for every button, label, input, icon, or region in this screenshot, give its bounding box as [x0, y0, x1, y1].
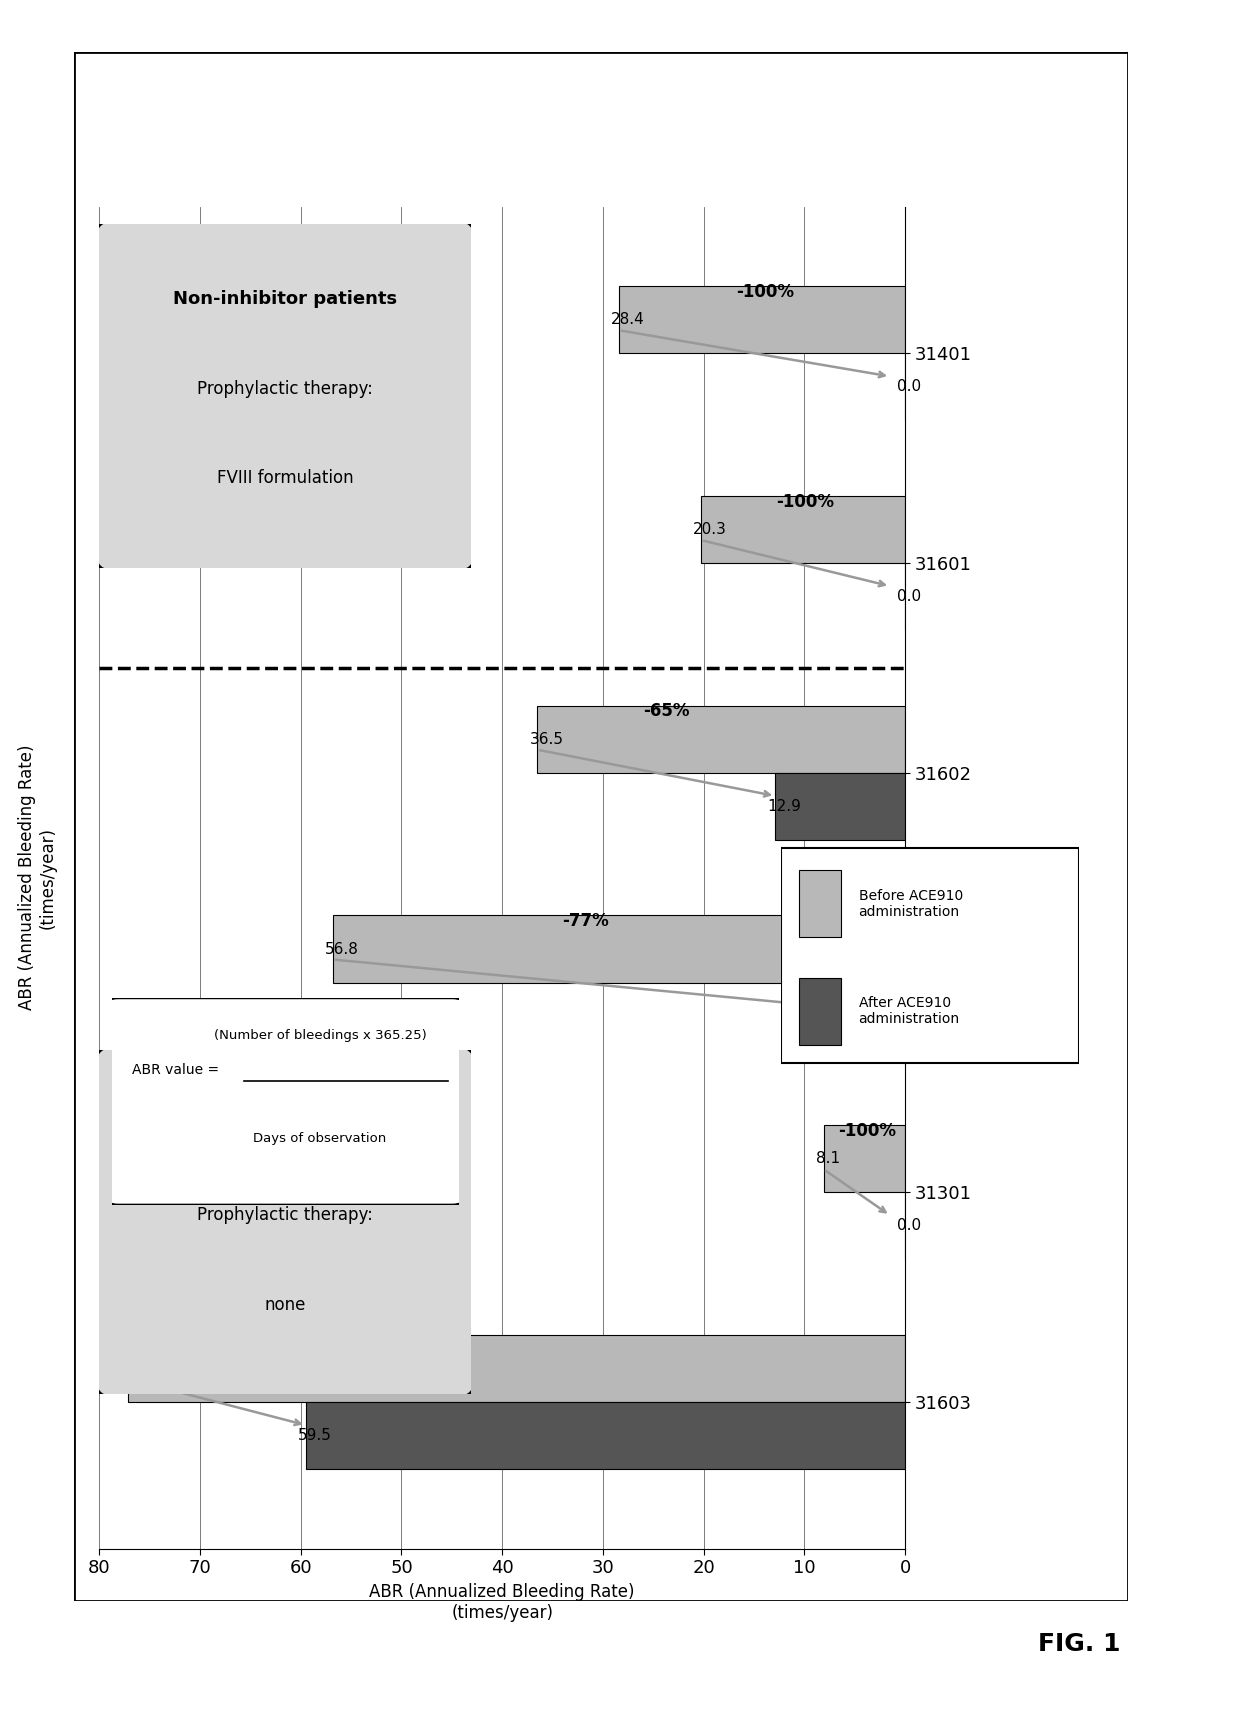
Text: -100%: -100% — [735, 282, 794, 301]
Bar — [306, 1403, 905, 1470]
Text: ABR (Annualized Bleeding Rate)
(times/year): ABR (Annualized Bleeding Rate) (times/ye… — [17, 745, 57, 1010]
Bar — [701, 496, 905, 563]
Bar — [799, 871, 841, 938]
Text: ABR value =: ABR value = — [133, 1064, 219, 1077]
Text: Inhibitor patients: Inhibitor patients — [197, 1117, 373, 1134]
Text: FIG. 1: FIG. 1 — [1038, 1632, 1120, 1656]
Text: 12.9: 12.9 — [768, 799, 801, 814]
Text: Days of observation: Days of observation — [253, 1132, 387, 1144]
Text: -65%: -65% — [644, 702, 689, 721]
Bar — [823, 1126, 905, 1193]
Text: 59.5: 59.5 — [298, 1428, 331, 1444]
Text: 56.8: 56.8 — [325, 941, 358, 957]
Text: FVIII formulation: FVIII formulation — [217, 470, 353, 487]
Text: 0.0: 0.0 — [898, 379, 921, 394]
Text: After ACE910
administration: After ACE910 administration — [858, 996, 960, 1026]
Text: -21%: -21% — [203, 1332, 250, 1349]
Text: 8.1: 8.1 — [816, 1151, 839, 1167]
Text: 20.3: 20.3 — [693, 521, 727, 537]
Bar — [619, 286, 905, 353]
Text: Before ACE910
administration: Before ACE910 administration — [858, 888, 962, 919]
FancyBboxPatch shape — [104, 998, 466, 1205]
Text: 36.5: 36.5 — [529, 731, 563, 747]
Text: none: none — [264, 1296, 306, 1313]
Bar — [817, 983, 905, 1050]
Text: Prophylactic therapy:: Prophylactic therapy: — [197, 380, 373, 398]
Bar — [775, 773, 905, 840]
Text: -77%: -77% — [562, 912, 609, 929]
Bar — [799, 978, 841, 1045]
Bar — [129, 1335, 905, 1403]
Bar — [332, 916, 905, 983]
FancyBboxPatch shape — [781, 848, 1079, 1062]
X-axis label: ABR (Annualized Bleeding Rate)
(times/year): ABR (Annualized Bleeding Rate) (times/ye… — [370, 1583, 635, 1621]
Text: 77.1: 77.1 — [120, 1361, 154, 1377]
Text: (Number of bleedings x 365.25): (Number of bleedings x 365.25) — [213, 1029, 427, 1041]
Text: 28.4: 28.4 — [611, 312, 645, 327]
Text: -100%: -100% — [838, 1122, 897, 1139]
Text: Prophylactic therapy:: Prophylactic therapy: — [197, 1206, 373, 1224]
Bar — [537, 706, 905, 773]
Text: -100%: -100% — [776, 492, 835, 511]
Text: Non-inhibitor patients: Non-inhibitor patients — [174, 291, 397, 308]
FancyBboxPatch shape — [95, 220, 475, 571]
Text: 0.0: 0.0 — [898, 1218, 921, 1234]
Text: 0.0: 0.0 — [898, 589, 921, 604]
FancyBboxPatch shape — [95, 1046, 475, 1397]
Text: 8.7: 8.7 — [810, 1009, 833, 1024]
